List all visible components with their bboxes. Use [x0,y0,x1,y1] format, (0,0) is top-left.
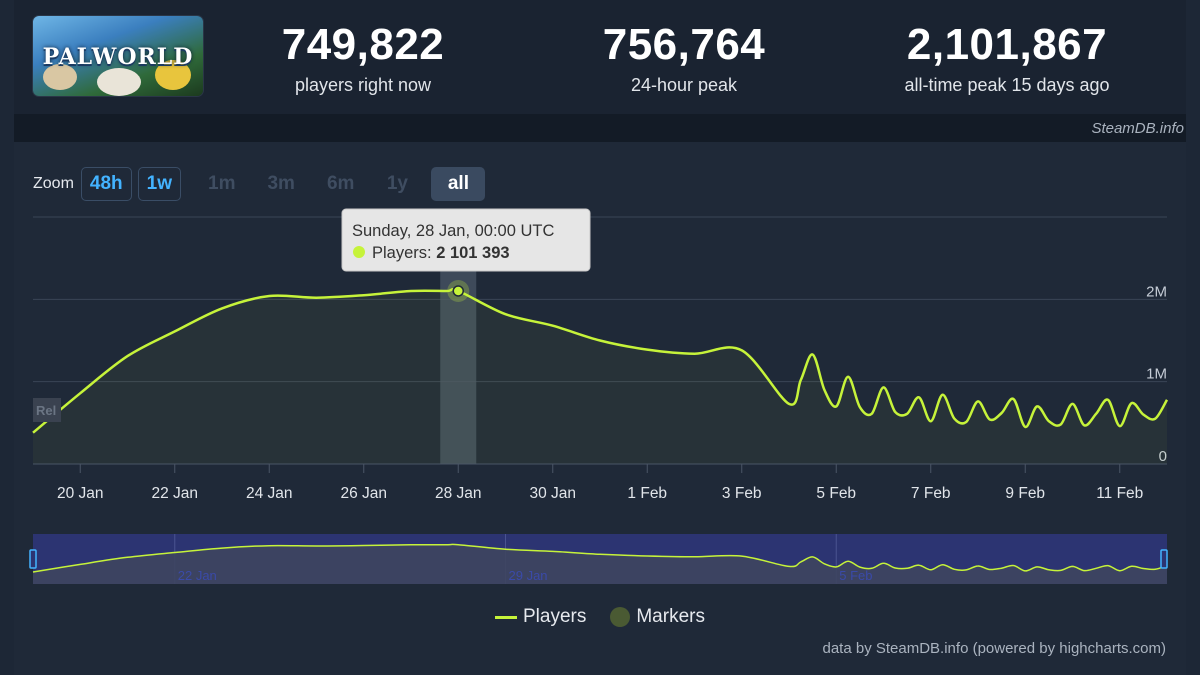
tooltip-series-label: Players: [372,244,436,262]
navigator[interactable]: 22 Jan 29 Jan 5 Feb [29,534,1168,584]
chart-legend: Players Markers [0,606,1200,628]
y-axis-labels: 0 1M 2M [1146,283,1167,465]
stat-alltime-label: all-time peak 15 days ago [904,75,1110,95]
navigator-line [32,543,1168,573]
legend-line-icon [495,615,517,619]
navigator-label: 5 Feb [839,568,872,583]
x-tick-label: 22 Jan [151,485,198,502]
tooltip-box [341,208,591,272]
y-tick-label: 1M [1146,366,1167,383]
y-tick-label: 0 [1159,448,1167,465]
release-marker-box [33,398,61,422]
x-tick-label: 26 Jan [340,485,387,502]
logo-text: PALWORLD [42,44,194,70]
stat-alltime-value: 2,101,867 [906,20,1108,69]
x-tick-label: 1 Feb [627,485,667,502]
x-tick-label: 7 Feb [911,485,951,502]
x-tick-label: 9 Feb [1005,485,1045,502]
x-tick-label: 11 Feb [1096,485,1143,502]
zoom-6m-button[interactable]: 6m [326,173,355,194]
highcharts-credit[interactable]: data by SteamDB.info (powered by highcha… [822,640,1167,657]
y-tick-label: 2M [1146,283,1167,300]
legend-dot-icon [610,607,631,627]
tooltip-date: Sunday, 28 Jan, 00:00 UTC [352,222,554,240]
zoom-48h-button[interactable]: 48h [80,167,132,201]
stat-current-label: players right now [294,75,432,95]
x-tick-label: 28 Jan [435,485,482,502]
header-strip [14,114,1186,142]
x-tick-label: 24 Jan [246,485,293,502]
players-area [33,289,1167,464]
logo-character-right [155,60,191,90]
steamdb-credit[interactable]: SteamDB.info [1091,120,1184,137]
stat-24h-peak: 756,764 24-hour peak [584,20,784,100]
navigator-handle-right[interactable] [1160,549,1168,569]
stat-all-time-peak: 2,101,867 all-time peak 15 days ago [885,20,1129,100]
tooltip-point[interactable] [452,285,464,297]
x-tick-label: 3 Feb [722,485,762,502]
zoom-1w-button[interactable]: 1w [137,167,182,201]
navigator-labels: 22 Jan 29 Jan 5 Feb [178,568,873,583]
x-tick-label: 5 Feb [816,485,856,502]
players-line[interactable] [32,288,1169,434]
zoom-3m-button[interactable]: 3m [267,173,295,194]
x-tick-label: 30 Jan [529,485,576,502]
zoom-1y-button[interactable]: 1y [386,173,408,194]
zoom-1m-button[interactable]: 1m [208,173,236,194]
logo-character-center [97,68,141,96]
tooltip-value-line: Players: 2 101 393 [372,244,510,262]
release-marker-label: Rel [36,403,56,418]
logo-character-left [43,64,77,90]
zoom-bar: Zoom 48h 1w 1m 3m 6m 1y all [33,166,491,202]
chart-panel [14,142,1186,675]
stat-current-value: 749,822 [281,20,445,69]
stat-24h-label: 24-hour peak [630,75,738,95]
release-marker[interactable]: Rel [33,398,61,422]
navigator-label: 22 Jan [178,568,217,583]
x-axis-labels: 20 Jan 22 Jan 24 Jan 26 Jan 28 Jan 30 Jan 1 Fe… [57,464,1143,502]
stat-24h-value: 756,764 [602,20,766,69]
tooltip-series-dot [353,246,365,258]
x-tick-label: 20 Jan [57,485,104,502]
stat-current-players: 749,822 players right now [263,20,463,100]
navigator-handle-left[interactable] [29,549,37,569]
navigator-label: 29 Jan [509,568,548,583]
zoom-all-button[interactable]: all [431,167,486,201]
legend-markers-label: Markers [636,606,705,627]
legend-players-label: Players [523,606,587,627]
legend-item-players[interactable]: Players [495,606,586,628]
stats-panel [14,0,1186,114]
tooltip: Sunday, 28 Jan, 00:00 UTC Players: 2 101… [341,208,591,272]
tooltip-value: 2 101 393 [436,244,509,262]
zoom-label: Zoom [33,175,74,192]
crosshair-band [440,271,477,464]
navigator-area [33,544,1167,584]
legend-item-markers[interactable]: Markers [610,606,705,628]
game-logo[interactable]: PALWORLD [33,16,203,96]
